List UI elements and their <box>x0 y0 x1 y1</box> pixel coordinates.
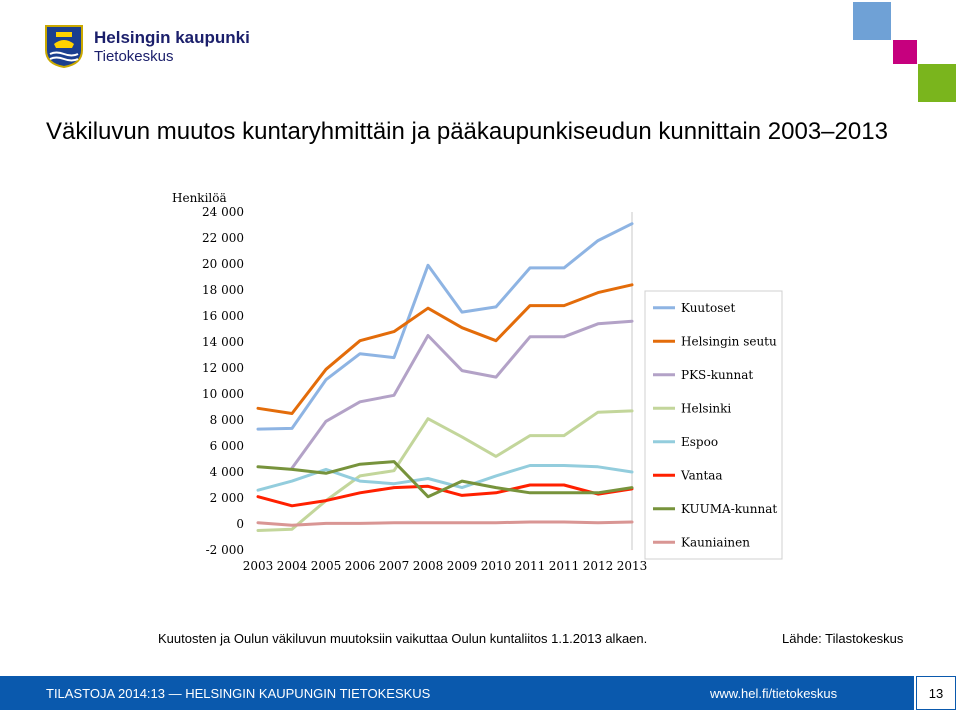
y-tick-label: 0 <box>236 517 244 531</box>
series-line-helsinki <box>256 409 634 532</box>
y-tick-label: 14 000 <box>202 335 244 349</box>
decor-square-blue <box>853 2 891 40</box>
y-tick-label: 16 000 <box>202 309 244 323</box>
x-tick-label: 2004 <box>277 559 308 573</box>
logo-line2: Tietokeskus <box>94 48 174 65</box>
legend-label: PKS-kunnat <box>681 368 753 382</box>
legend-label: Helsingin seutu <box>681 334 777 348</box>
series-line-pks-kunnat <box>290 319 634 470</box>
legend-label: Vantaa <box>680 468 723 482</box>
footer-edge <box>0 676 34 710</box>
footer-publication: TILASTOJA 2014:13 — HELSINGIN KAUPUNGIN … <box>46 686 431 701</box>
logo-line1: Helsingin kaupunki <box>94 28 250 47</box>
x-tick-label: 2010 <box>481 559 512 573</box>
legend-label: Kauniainen <box>681 535 750 549</box>
x-tick-label: 2013 <box>617 559 648 573</box>
series-line-vantaa <box>256 483 634 508</box>
y-tick-label: 22 000 <box>202 231 244 245</box>
x-tick-label: 2011 <box>515 559 546 573</box>
footer-website-link[interactable]: www.hel.fi/tietokeskus <box>710 686 838 701</box>
y-tick-label: 24 000 <box>202 205 244 219</box>
y-tick-label: 8 000 <box>210 413 244 427</box>
x-tick-label: 2009 <box>447 559 478 573</box>
series-line-kuutoset <box>256 222 634 431</box>
y-tick-label: 10 000 <box>202 387 244 401</box>
logo: Helsingin kaupunki Tietokeskus <box>44 24 264 69</box>
y-tick-label: 20 000 <box>202 257 244 271</box>
footnote: Kuutosten ja Oulun väkiluvun muutoksiin … <box>158 631 648 646</box>
x-tick-label: 2008 <box>413 559 444 573</box>
series-line-kauniainen <box>256 520 634 527</box>
legend-box <box>644 290 783 560</box>
page-title: Väkiluvun muutos kuntaryhmittäin ja pääk… <box>46 118 888 145</box>
y-tick-label: 6 000 <box>210 439 244 453</box>
y-tick-label: -2 000 <box>206 543 244 557</box>
x-tick-label: 2012 <box>583 559 614 573</box>
y-axis-label: Henkilöä <box>172 191 227 205</box>
x-tick-label: 2006 <box>345 559 376 573</box>
coat-of-arms-icon <box>45 25 83 69</box>
series-line-helsingin-seutu <box>256 283 634 415</box>
source-note: Lähde: Tilastokeskus <box>782 631 904 646</box>
x-tick-label: 2011 <box>549 559 580 573</box>
series-line-espoo <box>256 464 634 492</box>
legend-label: KUUMA-kunnat <box>681 502 777 516</box>
legend-label: Espoo <box>681 435 718 449</box>
page-number: 13 <box>928 686 944 701</box>
footer-bar: TILASTOJA 2014:13 — HELSINGIN KAUPUNGIN … <box>34 676 914 710</box>
y-tick-label: 4 000 <box>210 465 244 479</box>
legend-label: Helsinki <box>681 401 731 415</box>
x-tick-label: 2003 <box>243 559 274 573</box>
decor-square-magenta <box>893 40 917 64</box>
series-line-kuuma-kunnat <box>256 460 634 499</box>
page-number-box: 13 <box>916 676 956 710</box>
legend-label: Kuutoset <box>681 301 735 315</box>
y-tick-label: 2 000 <box>210 491 244 505</box>
x-tick-label: 2007 <box>379 559 410 573</box>
x-tick-label: 2005 <box>311 559 342 573</box>
decor-square-green <box>918 64 956 102</box>
y-tick-label: 12 000 <box>202 361 244 375</box>
y-tick-label: 18 000 <box>202 283 244 297</box>
